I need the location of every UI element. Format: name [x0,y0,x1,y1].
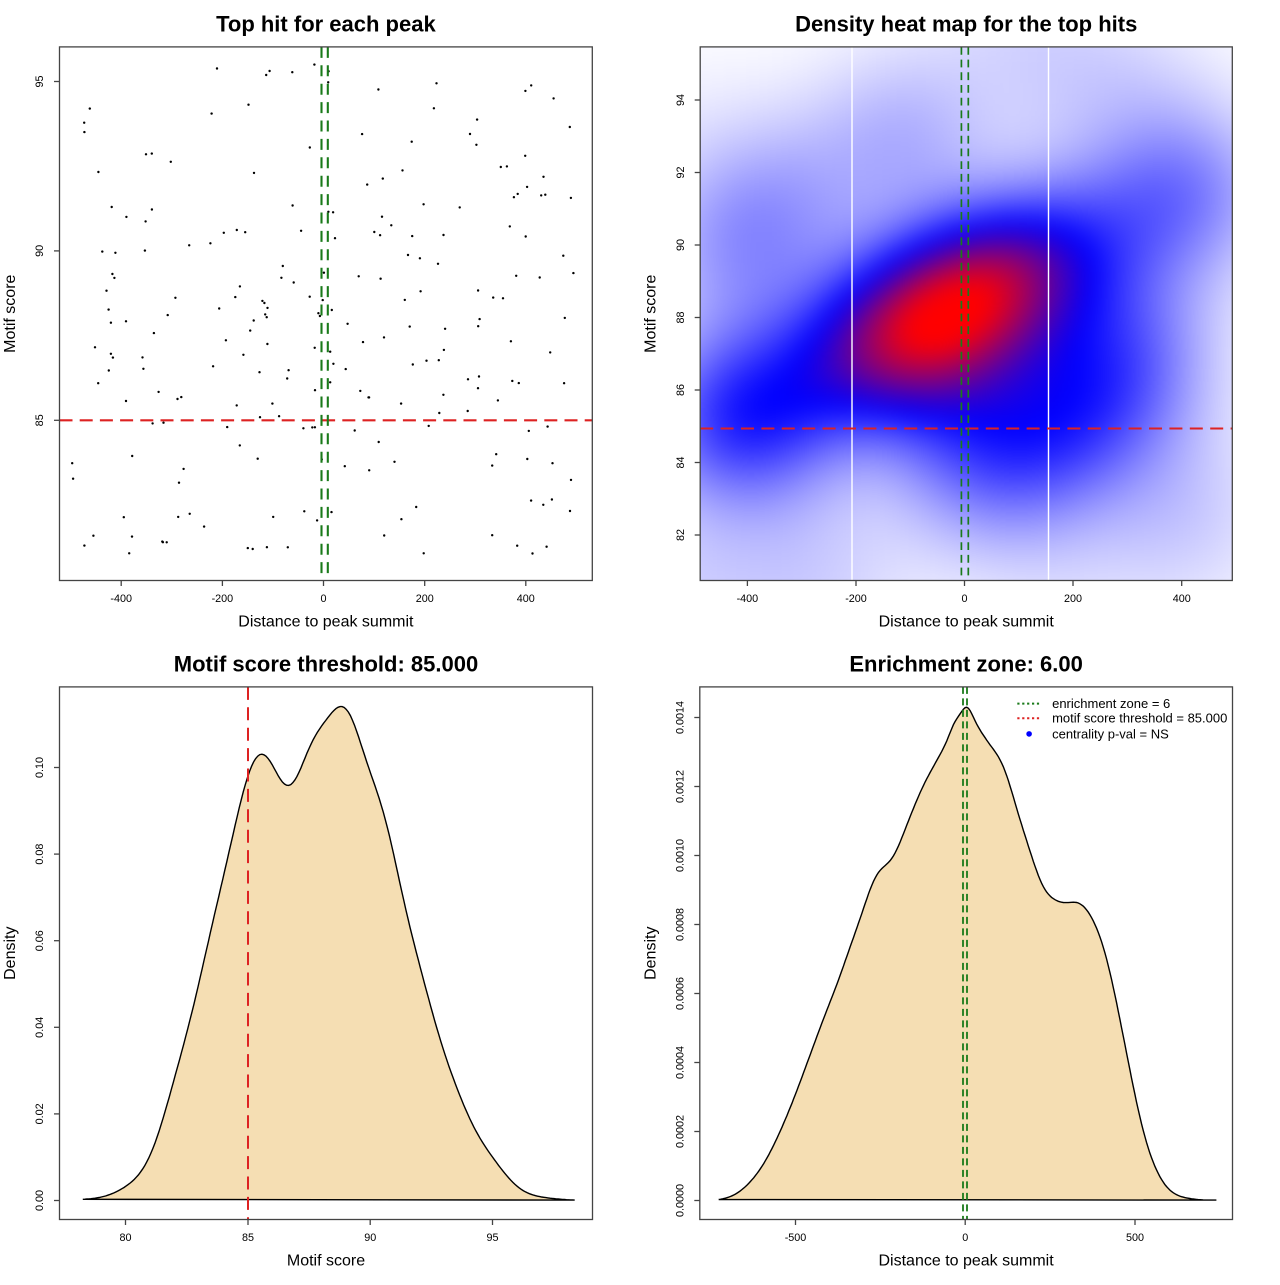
svg-text:95: 95 [34,75,46,87]
svg-text:0.0008: 0.0008 [675,908,687,941]
svg-text:400: 400 [1173,593,1191,605]
svg-text:Motif score: Motif score [287,1253,365,1270]
svg-text:0.06: 0.06 [34,930,46,951]
svg-text:0.0000: 0.0000 [675,1184,687,1217]
svg-text:Density: Density [642,927,659,980]
svg-text:0.02: 0.02 [34,1103,46,1124]
svg-text:200: 200 [416,593,434,605]
svg-text:0.00: 0.00 [34,1190,46,1211]
svg-text:centrality p-val = NS: centrality p-val = NS [1052,726,1169,741]
svg-text:500: 500 [1126,1232,1144,1244]
svg-text:94: 94 [675,94,687,106]
svg-text:90: 90 [364,1232,376,1244]
svg-text:Motif score: Motif score [643,274,660,352]
svg-text:0.0010: 0.0010 [675,839,687,872]
svg-text:0: 0 [962,1232,968,1244]
svg-text:Top hit for each peak: Top hit for each peak [216,12,436,37]
svg-text:-200: -200 [845,593,867,605]
svg-text:0: 0 [961,593,967,605]
svg-text:82: 82 [675,529,687,541]
svg-text:84: 84 [675,456,687,468]
svg-text:-200: -200 [212,593,234,605]
svg-text:400: 400 [517,593,535,605]
svg-text:80: 80 [119,1232,131,1244]
svg-text:Density: Density [2,927,19,980]
svg-text:0.0014: 0.0014 [675,701,687,734]
svg-text:88: 88 [675,311,687,323]
svg-text:Motif score threshold: 85.000: Motif score threshold: 85.000 [174,652,478,677]
svg-text:90: 90 [34,245,46,257]
svg-text:Distance to peak summit: Distance to peak summit [879,614,1055,631]
svg-text:Enrichment zone: 6.00: Enrichment zone: 6.00 [849,652,1083,677]
svg-text:-400: -400 [737,593,759,605]
svg-text:-500: -500 [785,1232,807,1244]
svg-text:Motif score: Motif score [2,274,19,352]
svg-text:90: 90 [675,239,687,251]
svg-text:92: 92 [675,166,687,178]
svg-text:Distance to peak summit: Distance to peak summit [238,614,414,631]
svg-text:85: 85 [242,1232,254,1244]
svg-text:motif score threshold = 85.000: motif score threshold = 85.000 [1052,711,1227,726]
svg-text:0.08: 0.08 [34,844,46,865]
svg-text:0: 0 [320,593,326,605]
svg-text:86: 86 [675,384,687,396]
svg-text:95: 95 [486,1232,498,1244]
svg-text:-400: -400 [110,593,132,605]
svg-text:Distance to peak summit: Distance to peak summit [879,1253,1055,1270]
svg-text:0.0012: 0.0012 [675,770,687,803]
svg-text:0.0004: 0.0004 [675,1046,687,1079]
svg-text:0.04: 0.04 [34,1017,46,1038]
svg-text:200: 200 [1064,593,1082,605]
svg-text:Density heat map for the top h: Density heat map for the top hits [795,12,1137,37]
svg-text:enrichment zone = 6: enrichment zone = 6 [1052,696,1170,711]
svg-text:0.10: 0.10 [34,757,46,778]
svg-text:0.0006: 0.0006 [675,977,687,1010]
svg-text:0.0002: 0.0002 [675,1115,687,1148]
svg-text:85: 85 [34,414,46,426]
